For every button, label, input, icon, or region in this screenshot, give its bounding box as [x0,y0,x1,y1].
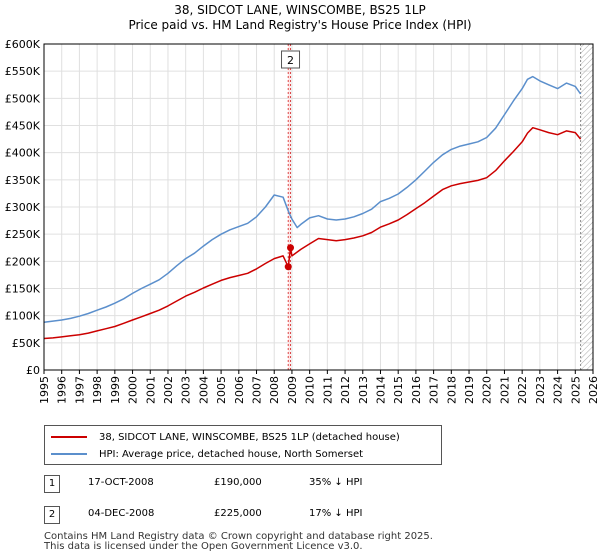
x-tick-label: 1995 [38,376,51,404]
x-tick-label: 1996 [56,376,69,404]
legend-item-property: 38, SIDCOT LANE, WINSCOMBE, BS25 1LP (de… [51,429,400,445]
x-tick-label: 2001 [144,376,157,404]
transaction-number: 1 [44,475,60,493]
transaction-number: 2 [44,506,60,524]
footer-copyright: Contains HM Land Registry data © Crown c… [44,531,433,542]
hpi-line [43,75,582,323]
x-tick-label: 1999 [109,376,122,404]
x-tick-label: 2010 [304,376,317,404]
transaction-price: £225,000 [214,508,262,519]
marker-box-label: 2 [287,54,294,67]
x-tick-label: 2024 [552,376,565,404]
y-tick-label: £300K [5,201,41,214]
x-tick-label: 2004 [197,376,210,404]
y-tick-label: £400K [5,147,41,160]
transaction-price: £190,000 [214,477,262,488]
legend: 38, SIDCOT LANE, WINSCOMBE, BS25 1LP (de… [44,425,442,465]
legend-swatch-hpi [51,453,87,455]
x-tick-label: 2014 [374,376,387,404]
legend-swatch-property [51,436,87,438]
x-tick-label: 2022 [516,376,529,404]
y-tick-label: £250K [5,228,41,241]
plot-frame [43,43,594,371]
x-tick-label: 2009 [286,376,299,404]
x-tick-label: 2015 [392,376,405,404]
legend-label-hpi: HPI: Average price, detached house, Nort… [99,448,364,460]
projection-region [580,44,593,370]
x-tick-label: 2008 [268,376,281,404]
transaction-date: 04-DEC-2008 [88,508,155,519]
x-tick-label: 2018 [445,376,458,404]
x-tick-label: 2023 [534,376,547,404]
transaction-hpi-delta: 35% ↓ HPI [309,477,363,488]
transaction-band [288,44,291,370]
x-tick-label: 2017 [428,376,441,404]
y-tick-label: £550K [5,65,41,78]
x-tick-label: 2000 [127,376,140,404]
transaction-date: 17-OCT-2008 [88,477,154,488]
footer-license: This data is licensed under the Open Gov… [44,541,363,552]
x-tick-label: 2025 [569,376,582,404]
sale-marker-1 [284,263,292,271]
legend-label-property: 38, SIDCOT LANE, WINSCOMBE, BS25 1LP (de… [99,431,400,443]
x-tick-label: 2007 [251,376,264,404]
y-tick-label: £350K [5,174,41,187]
x-tick-label: 2013 [357,376,370,404]
footer: Contains HM Land Registry data © Crown c… [44,532,433,552]
legend-item-hpi: HPI: Average price, detached house, Nort… [51,446,363,462]
x-tick-label: 2021 [498,376,511,404]
x-tick-label: 2019 [463,376,476,404]
x-tick-label: 2016 [410,376,423,404]
x-tick-label: 2006 [233,376,246,404]
sale-marker-2 [287,244,295,252]
transaction-hpi-delta: 17% ↓ HPI [309,508,363,519]
x-tick-label: 1997 [73,376,86,404]
property-price-line [43,126,582,340]
x-tick-label: 1998 [91,376,104,404]
x-tick-label: 2020 [481,376,494,404]
x-tick-label: 2026 [587,376,600,404]
x-tick-label: 2003 [180,376,193,404]
y-tick-label: £600K [5,38,41,51]
x-tick-label: 2012 [339,376,352,404]
y-tick-label: £450K [5,120,41,133]
y-tick-label: £150K [5,283,41,296]
y-tick-label: £50K [12,337,41,350]
y-tick-label: £100K [5,310,41,323]
y-tick-label: £500K [5,92,41,105]
x-tick-label: 2002 [162,376,175,404]
price-chart: 2 £0 £50K £100K £150K £200K £250K £300K £350K £4… [5,38,600,404]
y-tick-label: £200K [5,255,41,268]
chart-subtitle: Price paid vs. HM Land Registry's House … [128,18,472,32]
marker-box [281,50,301,69]
x-tick-label: 2005 [215,376,228,404]
chart-title: 38, SIDCOT LANE, WINSCOMBE, BS25 1LP [174,3,426,17]
x-tick-label: 2011 [321,376,334,404]
y-tick-label: £0 [26,364,40,377]
